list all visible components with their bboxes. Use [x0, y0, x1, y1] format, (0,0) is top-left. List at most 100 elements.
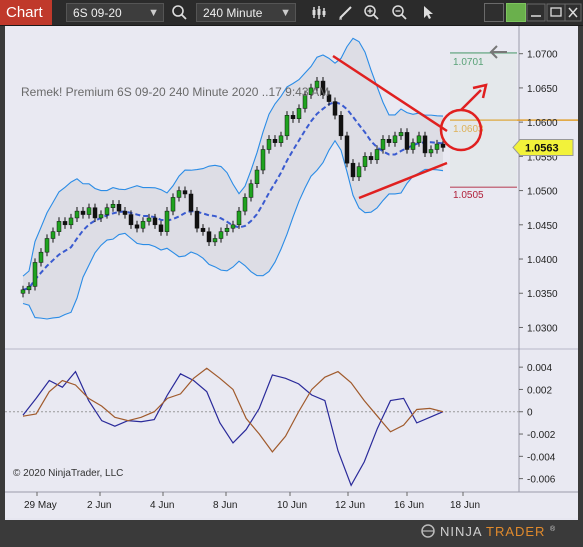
candle-body [314, 80, 320, 89]
candle-body [62, 221, 68, 226]
candle-body [98, 214, 104, 219]
date-tick-label: 29 May [24, 500, 57, 511]
signal-line [22, 367, 444, 453]
date-tick-label: 4 Jun [150, 500, 174, 511]
interval-selector[interactable]: 240 Minute ▼ [196, 3, 296, 22]
bar-type-icon[interactable] [309, 3, 329, 22]
candle-body [308, 87, 314, 96]
zoom-in-icon[interactable] [362, 3, 382, 22]
bollinger-fill [23, 38, 443, 319]
osc-tick-label: 0.004 [527, 363, 552, 374]
osc-tick-label: 0 [527, 408, 533, 419]
draw-tool-icon[interactable] [336, 3, 356, 22]
candle-body [416, 135, 422, 143]
candle-body [374, 149, 380, 161]
chart-instrument-label: Remek! Premium 6S 09-20 240 Minute 2020 … [21, 85, 329, 99]
chart-toolbar: Chart 6S 09-20 ▼ 240 Minute ▼ [0, 0, 583, 26]
breakout-arrow-head [472, 83, 488, 99]
osc-tick-label: -0.006 [527, 475, 556, 486]
candle-body [20, 289, 26, 294]
osc-tick-label: 0.002 [527, 385, 552, 396]
instrument-selector[interactable]: 6S 09-20 ▼ [66, 3, 164, 22]
candle-body [110, 204, 116, 208]
level-label-bottom: 1.0505 [453, 190, 484, 201]
candle-body [50, 231, 56, 239]
candle-body [302, 94, 308, 109]
green-panel-icon[interactable] [506, 3, 526, 22]
candle-body [350, 162, 356, 178]
chart-panel[interactable]: Remek! Premium 6S 09-20 240 Minute 2020 … [5, 26, 578, 542]
price-chart[interactable]: Remek! Premium 6S 09-20 240 Minute 2020 … [5, 26, 578, 542]
price-tick-label: 1.0350 [527, 289, 558, 300]
trendline-lower [358, 161, 448, 200]
level-zone [450, 53, 517, 188]
zoom-out-icon[interactable] [390, 3, 410, 22]
candle-body [254, 169, 260, 184]
footer-bar: NINJA TRADER ® [0, 520, 583, 542]
price-tick-label: 1.0300 [527, 323, 558, 334]
level-label-mid: 1.0603 [453, 124, 484, 135]
price-tick-label: 1.0700 [527, 50, 558, 61]
candle-body [164, 210, 170, 232]
pointer-icon[interactable] [418, 3, 438, 22]
oscillator-line [22, 370, 444, 487]
candle-body [74, 210, 80, 219]
trendline-upper [332, 54, 448, 133]
candle-body [368, 156, 374, 161]
candle-body [344, 135, 350, 164]
candle-body [272, 138, 278, 143]
candle-body [260, 149, 266, 171]
candle-body [326, 94, 332, 102]
breakout-arrow-line [460, 89, 482, 111]
date-tick-label: 16 Jun [394, 500, 424, 511]
candle-body [422, 135, 428, 154]
panel-icon[interactable] [484, 3, 504, 22]
current-price-label: 1.0563 [525, 142, 559, 154]
price-tick-label: 1.0450 [527, 221, 558, 232]
minimize-icon[interactable] [526, 3, 546, 22]
candle-body [212, 238, 218, 243]
search-icon[interactable] [170, 3, 190, 22]
candle-body [68, 217, 74, 226]
annotations-group: Remek! Premium 6S 09-20 240 Minute 2020 … [13, 45, 578, 479]
candle-body [152, 217, 158, 226]
candle-body [434, 143, 440, 150]
candle-body [338, 115, 344, 137]
candle-body [296, 108, 302, 119]
close-icon[interactable] [564, 3, 582, 22]
candle-body [398, 132, 404, 137]
candle-body [80, 210, 86, 215]
candle-body [218, 231, 224, 239]
svg-text:NINJA: NINJA [440, 524, 483, 539]
candle-body [320, 80, 326, 96]
candle-body [440, 143, 446, 148]
interval-value: 240 Minute [203, 6, 263, 20]
price-tick-label: 1.0550 [527, 152, 558, 163]
chevron-down-icon: ▼ [148, 7, 159, 19]
date-axis-background [5, 492, 578, 518]
candle-body [116, 204, 122, 212]
candle-body [26, 286, 32, 291]
candle-body [386, 138, 392, 143]
chevron-down-icon: ▼ [280, 7, 291, 19]
lower-band-line [22, 139, 444, 320]
candle-body [248, 183, 254, 198]
candle-body [332, 101, 338, 116]
candle-body [158, 224, 164, 232]
date-tick-label: 2 Jun [87, 500, 111, 511]
restore-icon[interactable] [546, 3, 566, 22]
candle-body [104, 207, 110, 215]
price-tick-label: 1.0400 [527, 255, 558, 266]
candle-body [176, 190, 182, 198]
bollinger-band [22, 37, 444, 320]
candle-body [428, 149, 434, 154]
candle-body [188, 193, 194, 212]
candle-body [404, 132, 410, 150]
back-arrow-icon [489, 45, 507, 59]
svg-text:TRADER: TRADER [486, 524, 545, 539]
candle-body [392, 135, 398, 143]
candle-body [140, 221, 146, 229]
copyright-label: © 2020 NinjaTrader, LLC [13, 468, 123, 479]
candle-body [410, 142, 416, 150]
candle-body [32, 262, 38, 287]
